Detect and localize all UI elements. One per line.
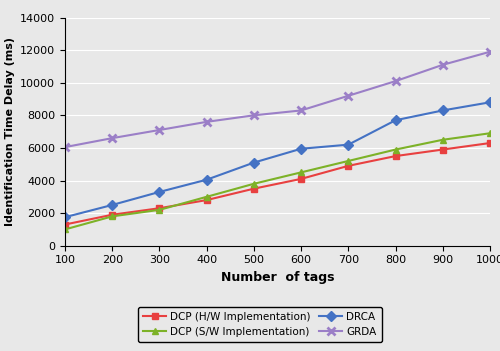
GRDA	[62, 145, 68, 149]
DCP (H/W Implementation)	[109, 213, 115, 217]
DRCA	[346, 143, 352, 147]
GRDA	[440, 63, 446, 67]
DCP (S/W Implementation)	[62, 227, 68, 232]
DRCA	[156, 190, 162, 194]
Line: GRDA: GRDA	[61, 48, 494, 151]
DCP (H/W Implementation)	[62, 223, 68, 227]
Line: DCP (S/W Implementation): DCP (S/W Implementation)	[62, 130, 494, 233]
DRCA	[62, 215, 68, 219]
GRDA	[392, 79, 398, 83]
DCP (S/W Implementation)	[487, 131, 493, 135]
GRDA	[204, 120, 210, 124]
DRCA	[109, 203, 115, 207]
DCP (H/W Implementation)	[204, 198, 210, 202]
GRDA	[346, 94, 352, 98]
DCP (S/W Implementation)	[298, 170, 304, 174]
DRCA	[440, 108, 446, 113]
DRCA	[298, 147, 304, 151]
GRDA	[487, 50, 493, 54]
DCP (S/W Implementation)	[251, 182, 257, 186]
DCP (S/W Implementation)	[440, 138, 446, 142]
DCP (H/W Implementation)	[487, 141, 493, 145]
DCP (H/W Implementation)	[346, 164, 352, 168]
DCP (H/W Implementation)	[392, 154, 398, 158]
Legend: DCP (H/W Implementation), DCP (S/W Implementation), DRCA, GRDA: DCP (H/W Implementation), DCP (S/W Imple…	[138, 307, 382, 342]
DCP (S/W Implementation)	[109, 214, 115, 218]
DRCA	[487, 100, 493, 104]
DCP (S/W Implementation)	[204, 195, 210, 199]
GRDA	[109, 136, 115, 140]
Line: DCP (H/W Implementation): DCP (H/W Implementation)	[62, 140, 494, 228]
DCP (H/W Implementation)	[156, 206, 162, 210]
X-axis label: Number  of tags: Number of tags	[221, 271, 334, 284]
DCP (H/W Implementation)	[440, 147, 446, 152]
GRDA	[298, 108, 304, 113]
GRDA	[156, 128, 162, 132]
DCP (S/W Implementation)	[346, 159, 352, 163]
Y-axis label: Identification Time Delay (ms): Identification Time Delay (ms)	[4, 37, 15, 226]
DCP (S/W Implementation)	[156, 208, 162, 212]
DRCA	[392, 118, 398, 122]
GRDA	[251, 113, 257, 118]
DCP (H/W Implementation)	[251, 187, 257, 191]
DCP (S/W Implementation)	[392, 147, 398, 152]
DRCA	[251, 160, 257, 165]
DCP (H/W Implementation)	[298, 177, 304, 181]
DRCA	[204, 178, 210, 182]
Line: DRCA: DRCA	[62, 99, 494, 221]
